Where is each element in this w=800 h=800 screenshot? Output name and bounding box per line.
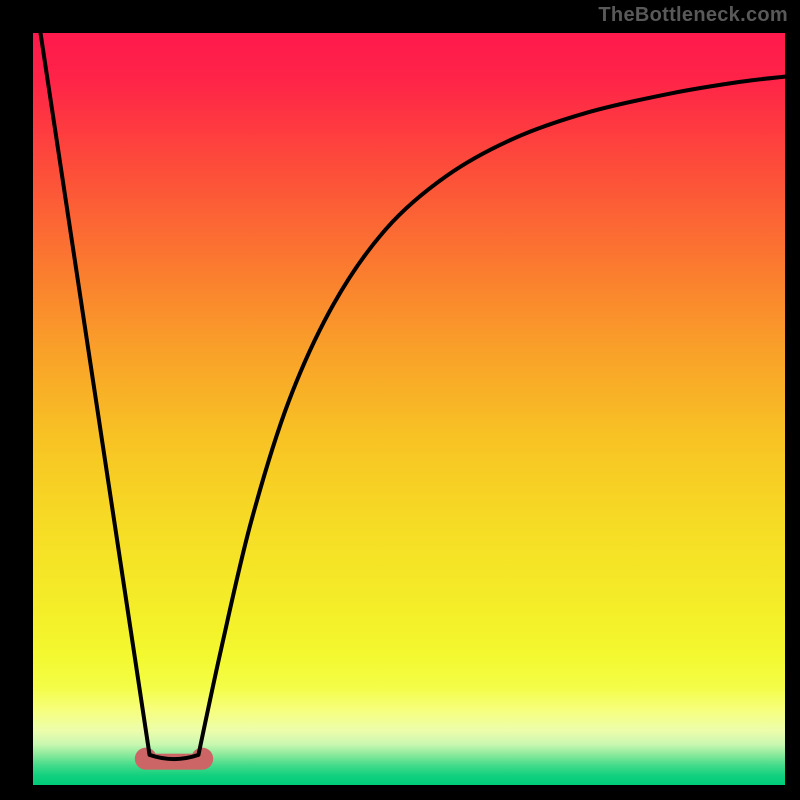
chart-svg bbox=[33, 33, 785, 785]
plot-area bbox=[33, 33, 785, 785]
watermark-text: TheBottleneck.com bbox=[598, 4, 788, 27]
chart-container: TheBottleneck.com bbox=[0, 0, 800, 800]
